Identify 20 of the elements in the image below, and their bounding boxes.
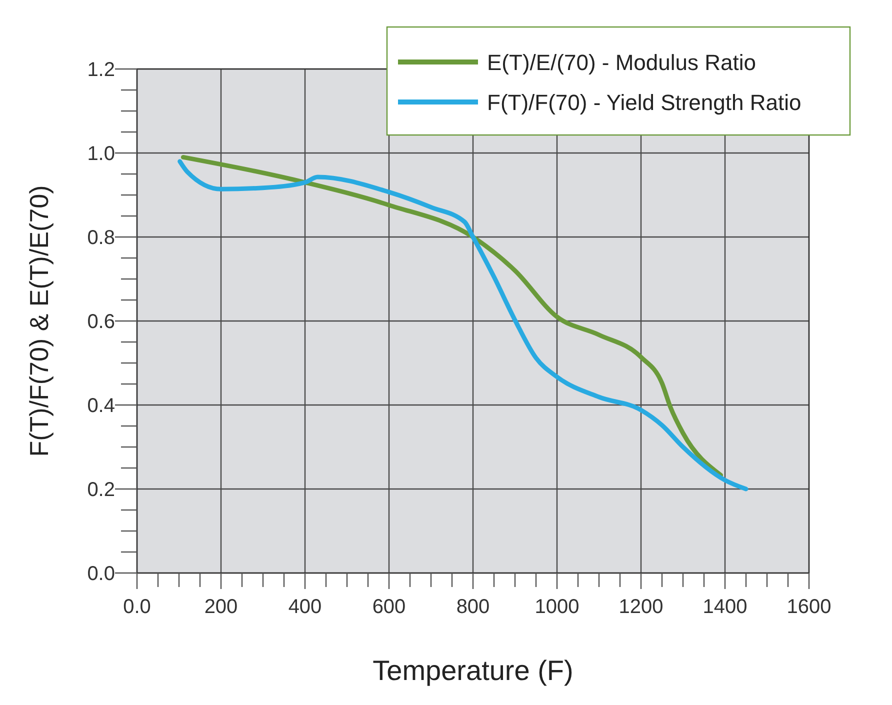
- y-axis-title: F(T)/F(70) & E(T)/E(70): [24, 185, 54, 457]
- x-tick-label: 200: [204, 596, 238, 618]
- x-tick-label: 1400: [702, 596, 748, 618]
- legend-label: F(T)/F(70) - Yield Strength Ratio: [487, 90, 802, 115]
- x-tick-label: 600: [372, 596, 406, 618]
- x-axis-title: Temperature (F): [372, 655, 574, 686]
- y-tick-label: 1.0: [87, 143, 115, 165]
- x-tick-label: 1600: [786, 596, 832, 618]
- x-tick-label: 400: [288, 596, 322, 618]
- legend-label: E(T)/E/(70) - Modulus Ratio: [487, 50, 756, 75]
- x-tick-label: 800: [456, 596, 490, 618]
- y-tick-label: 0.8: [87, 227, 115, 249]
- y-tick-label: 0.4: [87, 395, 115, 417]
- y-tick-label: 0.2: [87, 479, 115, 501]
- x-tick-label: 1000: [534, 596, 580, 618]
- x-tick-label: 0.0: [123, 596, 151, 618]
- x-tick-label: 1200: [618, 596, 664, 618]
- y-tick-label: 0.6: [87, 311, 115, 333]
- y-tick-label: 0.0: [87, 563, 115, 585]
- y-tick-label: 1.2: [87, 59, 115, 81]
